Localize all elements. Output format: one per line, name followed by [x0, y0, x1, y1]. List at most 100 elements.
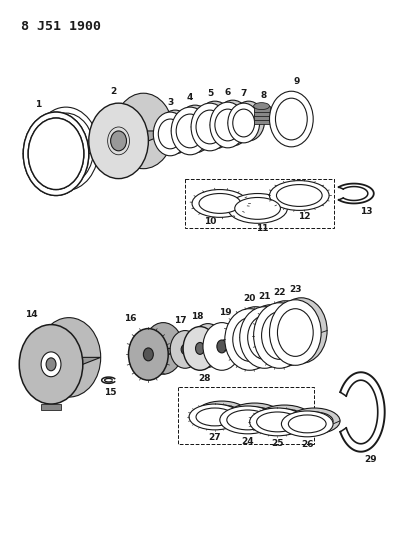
- Ellipse shape: [158, 110, 192, 154]
- Ellipse shape: [181, 112, 209, 146]
- Ellipse shape: [225, 309, 275, 370]
- Ellipse shape: [189, 404, 241, 430]
- Ellipse shape: [277, 184, 322, 206]
- Ellipse shape: [295, 412, 333, 430]
- Polygon shape: [254, 110, 269, 116]
- Text: 25: 25: [271, 439, 284, 448]
- Ellipse shape: [257, 405, 312, 433]
- Ellipse shape: [238, 107, 260, 135]
- Polygon shape: [89, 131, 173, 141]
- Ellipse shape: [203, 322, 241, 370]
- Text: 6: 6: [225, 88, 231, 96]
- Ellipse shape: [220, 406, 275, 434]
- Text: 3: 3: [167, 98, 173, 107]
- Ellipse shape: [203, 405, 241, 423]
- Ellipse shape: [46, 358, 56, 371]
- Text: 26: 26: [301, 440, 314, 449]
- Ellipse shape: [171, 107, 209, 155]
- Ellipse shape: [275, 98, 307, 140]
- Ellipse shape: [235, 198, 280, 220]
- Ellipse shape: [128, 328, 168, 380]
- Ellipse shape: [143, 322, 183, 374]
- Ellipse shape: [170, 330, 200, 368]
- Ellipse shape: [227, 410, 269, 430]
- Ellipse shape: [217, 340, 227, 353]
- Ellipse shape: [111, 131, 126, 151]
- Text: 1: 1: [35, 100, 41, 109]
- Ellipse shape: [158, 119, 182, 149]
- Text: 2: 2: [111, 87, 117, 96]
- Polygon shape: [254, 106, 269, 112]
- Text: 5: 5: [207, 88, 213, 98]
- Ellipse shape: [248, 316, 281, 359]
- Ellipse shape: [254, 303, 305, 368]
- Ellipse shape: [196, 110, 224, 144]
- Ellipse shape: [176, 114, 204, 148]
- Ellipse shape: [192, 190, 248, 217]
- Text: 10: 10: [204, 217, 216, 226]
- Ellipse shape: [143, 348, 153, 361]
- Ellipse shape: [264, 409, 305, 429]
- Ellipse shape: [19, 325, 83, 404]
- Text: 16: 16: [124, 314, 137, 323]
- Ellipse shape: [199, 193, 241, 213]
- Ellipse shape: [153, 112, 187, 156]
- Ellipse shape: [210, 102, 246, 148]
- Ellipse shape: [246, 305, 295, 366]
- Polygon shape: [41, 404, 61, 410]
- Polygon shape: [128, 349, 183, 354]
- Text: 15: 15: [105, 387, 117, 397]
- Text: 29: 29: [365, 455, 377, 464]
- Ellipse shape: [257, 412, 298, 432]
- Ellipse shape: [196, 408, 234, 426]
- Ellipse shape: [114, 93, 173, 168]
- Text: 14: 14: [25, 310, 38, 319]
- Ellipse shape: [283, 306, 319, 354]
- Text: 9: 9: [293, 77, 300, 86]
- Ellipse shape: [196, 101, 234, 149]
- Ellipse shape: [233, 318, 267, 361]
- Ellipse shape: [233, 109, 255, 137]
- Ellipse shape: [23, 112, 89, 196]
- Text: 11: 11: [256, 224, 269, 233]
- Ellipse shape: [220, 107, 246, 139]
- Ellipse shape: [275, 298, 327, 364]
- Polygon shape: [254, 114, 269, 120]
- Text: 22: 22: [273, 288, 286, 297]
- Ellipse shape: [163, 117, 187, 147]
- Text: 20: 20: [243, 294, 256, 303]
- Ellipse shape: [89, 103, 148, 179]
- Text: 18: 18: [191, 312, 203, 321]
- Ellipse shape: [181, 344, 189, 354]
- Ellipse shape: [33, 107, 99, 190]
- Ellipse shape: [215, 100, 251, 146]
- Text: 27: 27: [209, 433, 221, 442]
- Ellipse shape: [41, 352, 61, 377]
- Ellipse shape: [28, 118, 84, 190]
- Ellipse shape: [254, 103, 269, 110]
- Text: 28: 28: [199, 374, 211, 383]
- Ellipse shape: [288, 408, 340, 434]
- Ellipse shape: [233, 101, 265, 141]
- Text: 13: 13: [359, 207, 372, 216]
- Ellipse shape: [260, 301, 311, 366]
- Ellipse shape: [239, 316, 273, 359]
- Text: 23: 23: [289, 285, 302, 294]
- Ellipse shape: [240, 306, 289, 368]
- Ellipse shape: [201, 108, 229, 142]
- Ellipse shape: [254, 313, 287, 357]
- Ellipse shape: [228, 193, 287, 223]
- Ellipse shape: [250, 408, 305, 436]
- Ellipse shape: [269, 300, 321, 365]
- Text: 17: 17: [174, 316, 186, 325]
- Text: 12: 12: [298, 212, 310, 221]
- Ellipse shape: [227, 403, 282, 431]
- Ellipse shape: [228, 103, 260, 143]
- Ellipse shape: [262, 312, 297, 359]
- Ellipse shape: [191, 103, 229, 151]
- Text: 21: 21: [258, 292, 271, 301]
- Ellipse shape: [183, 327, 217, 370]
- Ellipse shape: [277, 309, 313, 357]
- Polygon shape: [254, 118, 269, 124]
- Ellipse shape: [23, 112, 89, 196]
